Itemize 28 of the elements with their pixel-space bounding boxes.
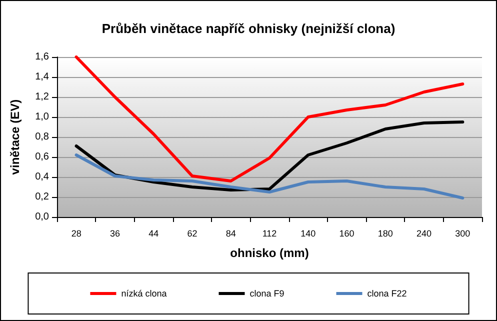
line-series: [74, 154, 464, 200]
y-tick-label: 1,0: [35, 112, 50, 122]
y-tick-label: 0,4: [35, 172, 50, 182]
y-tick-label: 1,6: [35, 52, 50, 62]
y-tick-label: 0,8: [35, 132, 50, 142]
legend-label: clona F22: [367, 288, 407, 298]
legend-label: clona F9: [250, 288, 284, 298]
y-tick-label: 1,2: [35, 92, 50, 102]
x-tick-label: 28: [71, 228, 82, 238]
y-tick-label: 0,6: [35, 152, 50, 162]
x-tick-label: 62: [187, 228, 198, 238]
x-tick-label: 112: [262, 228, 277, 238]
x-tick-label: 300: [455, 228, 470, 238]
line-series: [74, 56, 464, 182]
x-tick-label: 84: [226, 228, 236, 238]
x-axis-title: ohnisko (mm): [230, 246, 309, 260]
y-tick-label: 0,2: [35, 192, 50, 202]
y-tick-label: 0,0: [35, 212, 50, 222]
legend-label: nízká clona: [121, 288, 167, 298]
y-axis-title: vinětace (EV): [8, 99, 22, 175]
x-tick-label: 240: [416, 228, 432, 238]
x-tick-label: 160: [339, 228, 354, 238]
x-tick-label: 140: [300, 228, 316, 238]
x-tick-label: 180: [378, 228, 393, 238]
x-tick-label: 44: [148, 228, 159, 238]
chart-title: Průběh vinětace napříč ohnisky (nejnižší clona): [102, 21, 396, 36]
x-tick-label: 36: [110, 228, 120, 238]
y-tick-label: 1,4: [35, 72, 50, 82]
